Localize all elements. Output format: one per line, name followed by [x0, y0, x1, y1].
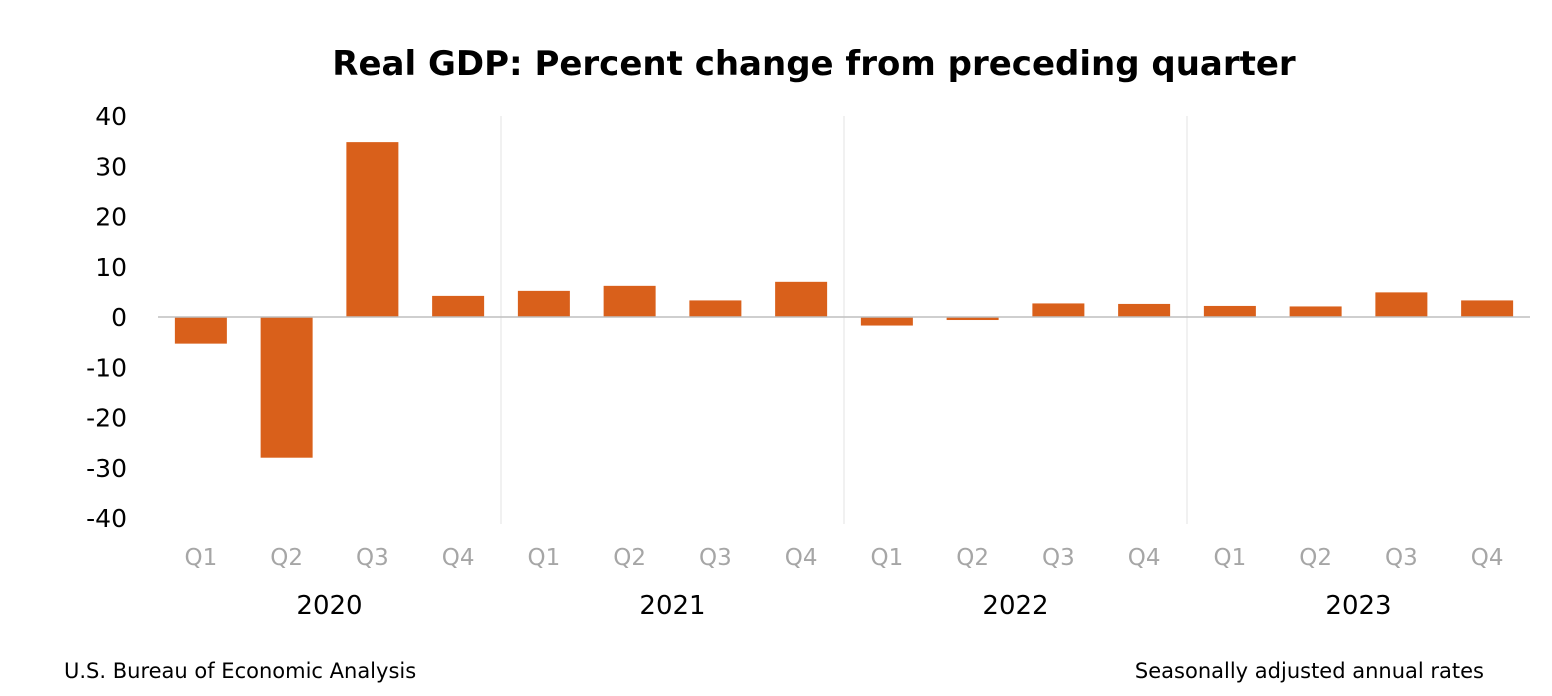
quarter-label: Q2 [956, 545, 989, 571]
quarter-label: Q3 [1385, 545, 1418, 571]
quarter-label: Q2 [270, 545, 303, 571]
y-tick-label: -30 [86, 454, 127, 483]
y-tick-label: -20 [86, 404, 127, 433]
bar [1118, 303, 1171, 317]
bar [689, 300, 742, 317]
quarter-label: Q4 [1471, 545, 1504, 571]
y-tick-label: 20 [95, 203, 127, 232]
quarter-label: Q1 [185, 545, 218, 571]
bar [946, 317, 999, 321]
y-tick-label: -40 [86, 504, 127, 533]
y-tick-label: 10 [95, 253, 127, 282]
quarter-label: Q4 [785, 545, 818, 571]
y-tick-label: 30 [95, 152, 127, 181]
year-label: 2022 [982, 591, 1048, 621]
bars [174, 142, 1514, 458]
quarter-label: Q1 [1214, 545, 1247, 571]
quarter-label: Q4 [1128, 545, 1161, 571]
bar [775, 281, 828, 317]
bar [174, 317, 227, 344]
year-separators [500, 116, 1188, 524]
bar [603, 285, 656, 317]
quarter-label: Q1 [528, 545, 561, 571]
rates-note: Seasonally adjusted annual rates [1135, 659, 1484, 683]
bar [1032, 303, 1085, 317]
quarter-label: Q3 [1042, 545, 1075, 571]
bar [432, 295, 485, 317]
chart-title: Real GDP: Percent change from preceding … [332, 44, 1296, 84]
year-label: 2021 [639, 591, 705, 621]
quarter-label: Q3 [356, 545, 389, 571]
bar [517, 290, 570, 317]
bar [860, 317, 913, 326]
y-tick-label: 40 [95, 102, 127, 131]
bar [260, 317, 313, 458]
y-tick-label: 0 [111, 303, 127, 332]
y-tick-label: -10 [86, 353, 127, 382]
quarter-label: Q3 [699, 545, 732, 571]
bar [1375, 292, 1428, 317]
y-axis: 40 30 20 10 0 -10 -20 -30 -40 [86, 102, 127, 533]
bar [346, 142, 399, 317]
x-axis: Q1 Q2 Q3 Q4 Q1 Q2 Q3 Q4 Q1 Q2 Q3 Q4 Q1 Q2 Q3 Q4 2020 2021… [185, 545, 1504, 621]
source-note: U.S. Bureau of Economic Analysis [64, 659, 416, 683]
bar [1203, 305, 1256, 317]
year-label: 2020 [296, 591, 362, 621]
quarter-label: Q2 [613, 545, 646, 571]
bar [1461, 300, 1514, 317]
year-label: 2023 [1325, 591, 1391, 621]
quarter-label: Q2 [1299, 545, 1332, 571]
quarter-label: Q4 [442, 545, 475, 571]
bar [1289, 306, 1342, 317]
quarter-label: Q1 [871, 545, 904, 571]
